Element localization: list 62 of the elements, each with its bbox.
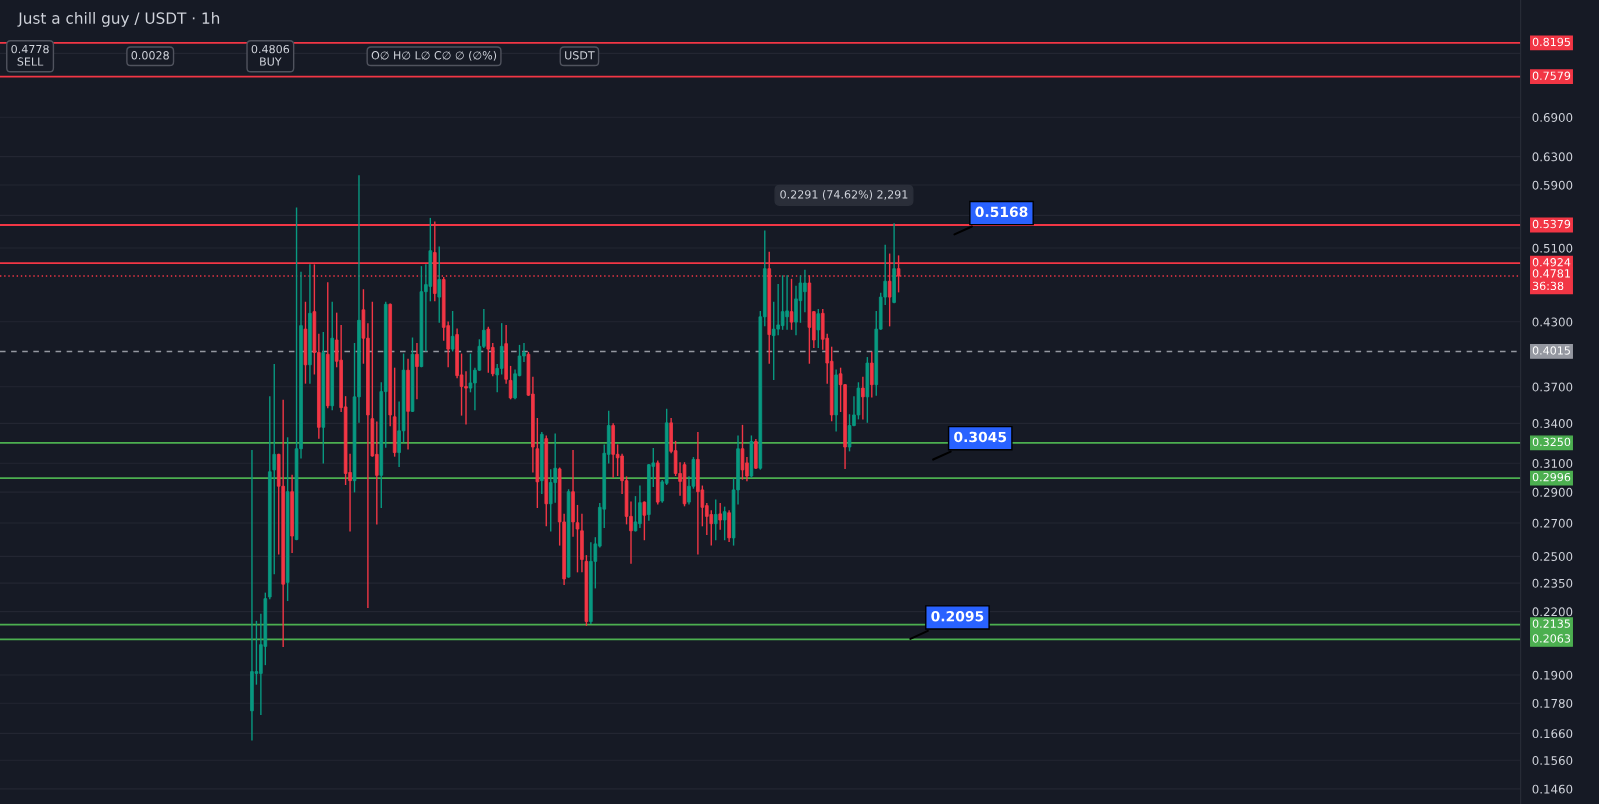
candlestick: [437, 246, 442, 323]
candlestick: [508, 365, 513, 400]
candlestick: [713, 499, 718, 541]
candlestick: [794, 285, 798, 336]
candlestick: [870, 351, 874, 398]
candlestick: [415, 342, 419, 400]
candlestick: [718, 503, 722, 530]
annotation: O∅ H∅ L∅ C∅ ∅ (∅%): [371, 50, 497, 61]
candlestick: [272, 364, 277, 575]
annotation: 0.2095: [931, 611, 984, 622]
candlestick: [486, 326, 491, 373]
candlestick: [553, 433, 557, 503]
y-tick-label: 0.3700: [1532, 382, 1573, 392]
annotation: 0.2291 (74.62%) 2,291: [780, 190, 908, 200]
y-tick-label: 0.4300: [1532, 317, 1573, 327]
y-tick-label: 0.6300: [1532, 152, 1573, 162]
annotation: 0.3045: [954, 431, 1007, 443]
y-tick-label: 0.2700: [1532, 518, 1573, 528]
candlestick: [633, 496, 638, 532]
ref-line-label: 0.4015: [1532, 346, 1570, 355]
ref-line-label: 0.2996: [1532, 472, 1571, 482]
ref-line-label: 0.3250: [1532, 437, 1571, 447]
candlestick: [450, 310, 455, 352]
candlestick: [740, 424, 745, 480]
candlestick: [789, 278, 794, 330]
y-tick-label: 0.2500: [1532, 552, 1573, 561]
candlestick: [861, 376, 865, 420]
y-tick-label: 0.1460: [1532, 784, 1573, 794]
annotation: 0.4806 BUY: [251, 44, 290, 66]
y-tick-label: 0.1780: [1532, 698, 1573, 708]
ref-line-label: 0.7579: [1532, 71, 1571, 80]
candlestick: [847, 414, 852, 452]
annotation: USDT: [565, 51, 595, 60]
y-tick-label: 0.2350: [1532, 578, 1573, 588]
annotation: 0.5168: [975, 206, 1028, 218]
y-tick-label: 0.5900: [1532, 180, 1573, 190]
ref-line-label: 0.2135: [1532, 619, 1570, 628]
y-tick-label: 0.2900: [1532, 487, 1573, 497]
candlestick: [785, 275, 789, 330]
y-tick-label: 0.1660: [1532, 729, 1573, 739]
candlestick: [642, 501, 647, 541]
ref-line-label: 0.4781 36:38: [1532, 269, 1570, 291]
y-tick-label: 0.1900: [1532, 670, 1573, 680]
annotation: 0.0028: [131, 51, 169, 60]
annotation: 0.4778 SELL: [11, 44, 49, 66]
candlestick: [780, 275, 785, 330]
y-tick-label: 0.1560: [1532, 756, 1573, 765]
candlestick: [816, 309, 821, 349]
ref-line-label: 0.2063: [1532, 634, 1571, 643]
ref-line-label: 0.4924: [1532, 258, 1571, 267]
y-tick-label: 0.2200: [1532, 607, 1573, 617]
text: Just a chill guy / USDT · 1h: [17, 12, 220, 27]
ref-line-label: 0.8195: [1532, 37, 1570, 47]
y-tick-label: 0.3100: [1532, 459, 1573, 468]
ref-line-label: 0.5379: [1532, 219, 1571, 229]
y-tick-label: 0.6900: [1532, 113, 1573, 122]
y-tick-label: 0.3400: [1532, 419, 1573, 429]
candlestick: [722, 506, 727, 541]
y-tick-label: 0.5100: [1532, 243, 1573, 253]
candlestick: [499, 323, 504, 375]
candlestick: [468, 353, 473, 393]
candlestick: [464, 371, 468, 425]
